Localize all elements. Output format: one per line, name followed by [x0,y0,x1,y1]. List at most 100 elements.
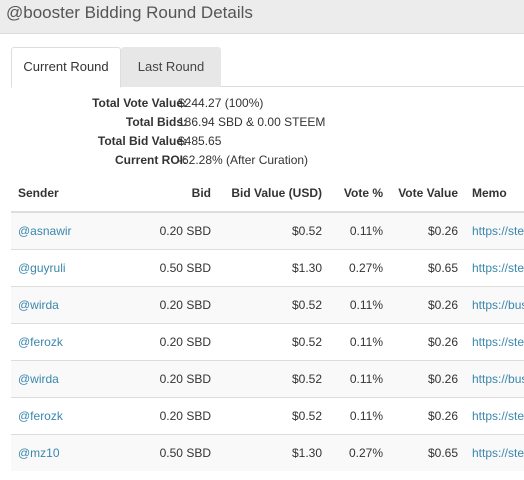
round-tabs: Current Round Last Round [11,47,524,88]
page-title: @booster Bidding Round Details [6,3,253,22]
vote-pct-cell: 0.11% [349,371,383,386]
vote_pct-cell: 0.27% [329,433,390,471]
memo-link[interactable]: https://stee [472,445,524,460]
vote-value-cell: $0.26 [427,334,458,349]
table-row: @wirda 0.20 SBD $0.52 0.11% $0.26 https://bus… [11,359,524,397]
bid-cell: 0.20 SBD [159,297,211,312]
sender-cell: @guyruli [11,248,116,286]
table-row: @ferozk 0.20 SBD $0.52 0.11% $0.26 https://st… [11,396,524,434]
bid_value-cell: $0.52 [218,359,329,397]
table-row: @mz10 0.50 SBD $1.30 0.27% $0.65 https://stee [11,433,524,471]
summary-total-bid-value: Total Bid Value: $485.65 [0,132,524,151]
bid_value-cell: $1.30 [218,433,329,471]
sender-link[interactable]: @asnawir [18,223,72,238]
table-header-row: Sender Bid Bid Value (USD) Vote % Vote V… [11,175,524,213]
vote_pct-cell: 0.11% [329,396,390,434]
sender-cell: @asnawir [11,211,116,249]
column-header-memo: Memo [465,175,524,213]
vote-value-cell: $0.26 [427,223,458,238]
summary-value: -62.28% (After Curation) [178,153,309,167]
sender-cell: @wirda [11,285,116,323]
vote-pct-cell: 0.27% [348,260,383,275]
memo-link[interactable]: https://busy [472,371,524,386]
vote-value-cell: $0.65 [427,260,458,275]
sender-link[interactable]: @wirda [18,371,59,386]
bid-cell: 0.20 SBD [116,359,218,397]
sender-link[interactable]: @ferozk [18,334,63,349]
vote_pct-cell: 0.11% [329,359,390,397]
vote-pct-cell: 0.11% [349,408,383,423]
memo-link[interactable]: https://busy [472,297,524,312]
column-header-vote-value: Vote Value [390,175,465,213]
bid_value-cell: $0.52 [218,285,329,323]
bid-cell: 0.20 SBD [116,396,218,434]
memo-link[interactable]: https://stee [472,408,524,423]
bid-cell: 0.20 SBD [116,322,218,360]
table-body: @asnawir 0.20 SBD $0.52 0.11% $0.26 https://s… [11,211,524,471]
sender-link[interactable]: @wirda [18,297,59,312]
summary-label: Total Bids: [125,115,187,129]
column-header-vote-pct: Vote % [329,175,390,213]
bid-value-cell: $1.30 [291,260,322,275]
memo-link[interactable]: https://stee [472,260,524,275]
summary-current-roi: Current ROI: -62.28% (After Curation) [0,151,524,170]
sender-link[interactable]: @guyruli [18,260,66,275]
column-header-sender: Sender [11,175,116,213]
table-row: @asnawir 0.20 SBD $0.52 0.11% $0.26 https://s… [11,211,524,249]
bid-cell: 0.20 SBD [116,211,218,249]
vote_value-cell: $0.26 [390,359,465,397]
bid_value-cell: $0.52 [218,396,329,434]
round-summary: Total Vote Value: $244.27 (100%) Total B… [0,94,524,170]
table-row: @guyruli 0.50 SBD $1.30 0.27% $0.65 https://s… [11,248,524,286]
vote_pct-cell: 0.11% [329,211,390,249]
bid_value-cell: $0.52 [218,322,329,360]
sender-cell: @ferozk [11,322,116,360]
bid-value-cell: $0.52 [291,223,322,238]
memo-link[interactable]: https://stee [472,334,524,349]
tab-last-round[interactable]: Last Round [121,47,221,87]
memo-cell: https://busy [465,359,524,397]
memo-cell: https://stee [465,211,524,249]
bid-cell: 0.20 SBD [159,223,211,238]
vote_value-cell: $0.26 [390,211,465,249]
memo-cell: https://stee [465,248,524,286]
vote_pct-cell: 0.11% [329,285,390,323]
sender-link[interactable]: @ferozk [18,408,63,423]
vote_value-cell: $0.26 [390,285,465,323]
vote_pct-cell: 0.11% [329,322,390,360]
bid-value-cell: $0.52 [291,297,322,312]
bid-value-cell: $0.52 [291,334,322,349]
vote-value-cell: $0.65 [427,445,458,460]
vote-pct-cell: 0.11% [349,297,383,312]
vote_value-cell: $0.65 [390,248,465,286]
vote_value-cell: $0.65 [390,433,465,471]
sender-link[interactable]: @mz10 [18,445,60,460]
summary-label: Total Vote Value: [92,96,187,110]
vote_value-cell: $0.26 [390,396,465,434]
memo-cell: https://busy [465,285,524,323]
vote-pct-cell: 0.11% [349,334,383,349]
memo-cell: https://stee [465,433,524,471]
bid-value-cell: $0.52 [291,371,322,386]
vote-value-cell: $0.26 [427,371,458,386]
vote-value-cell: $0.26 [427,297,458,312]
summary-value: $485.65 [178,134,222,148]
memo-link[interactable]: https://stee [472,223,524,238]
bid-cell: 0.20 SBD [159,334,211,349]
summary-value: 186.94 SBD & 0.00 STEEM [178,115,326,129]
bid-cell: 0.50 SBD [116,248,218,286]
bid_value-cell: $1.30 [218,248,329,286]
summary-total-bids: Total Bids: 186.94 SBD & 0.00 STEEM [0,113,524,132]
bid-cell: 0.50 SBD [159,260,211,275]
sender-cell: @wirda [11,359,116,397]
bid-cell: 0.50 SBD [116,433,218,471]
vote-pct-cell: 0.11% [349,223,383,238]
vote-pct-cell: 0.27% [348,445,383,460]
bid-cell: 0.20 SBD [116,285,218,323]
tab-current-round[interactable]: Current Round [11,47,121,88]
memo-cell: https://stee [465,322,524,360]
sender-cell: @mz10 [11,433,116,471]
summary-label: Total Bid Value: [97,134,187,148]
summary-label: Current ROI: [115,153,187,167]
page-header: @booster Bidding Round Details [0,0,524,34]
